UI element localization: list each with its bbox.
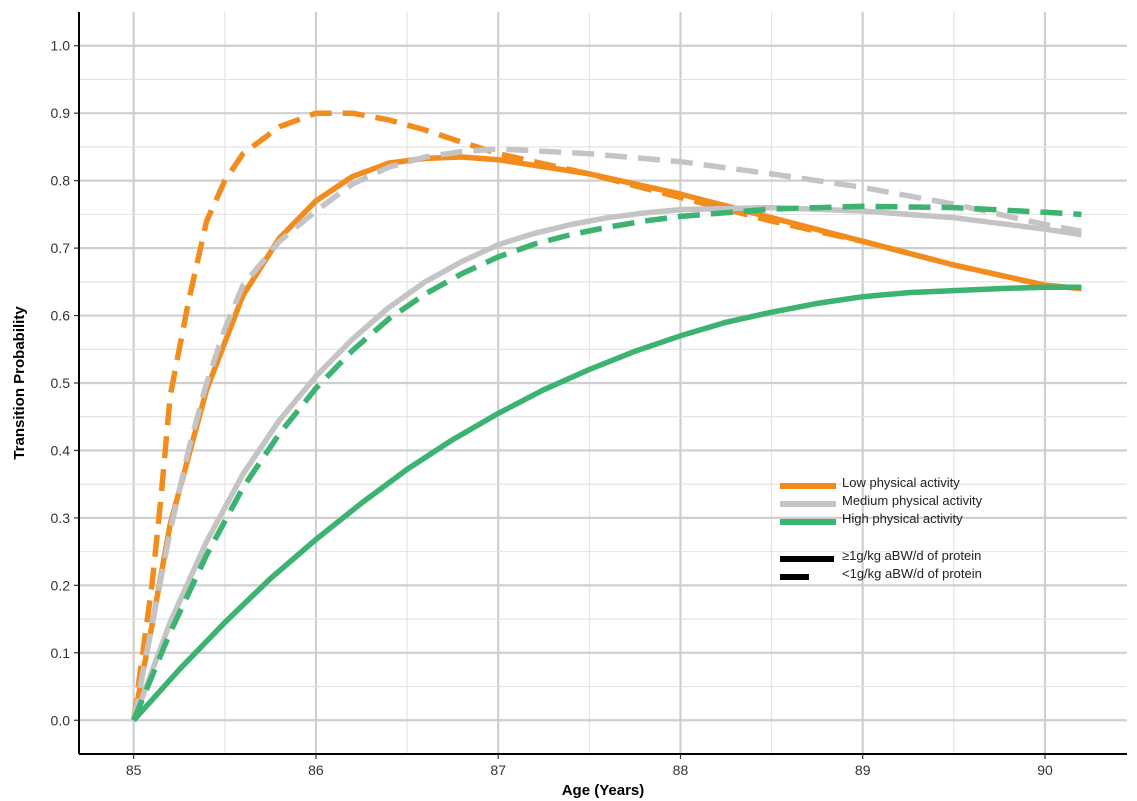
legend-activity-label: Low physical activity bbox=[842, 475, 960, 490]
y-tick-label: 0.2 bbox=[51, 577, 71, 593]
series-lines bbox=[130, 110, 1082, 723]
series-line-2-solid bbox=[131, 204, 1082, 722]
series-line-5-dashed bbox=[131, 203, 1082, 722]
x-tick-label: 86 bbox=[308, 762, 324, 778]
x-tick-label: 85 bbox=[126, 762, 142, 778]
gridlines bbox=[79, 12, 1127, 754]
y-tick-label: 1.0 bbox=[51, 38, 71, 54]
legend-activity-label: Medium physical activity bbox=[842, 493, 983, 508]
legend-protein-label: ≥1g/kg aBW/d of protein bbox=[842, 548, 981, 563]
legend: Low physical activity Medium physical act… bbox=[780, 475, 983, 581]
y-tick-label: 0.0 bbox=[51, 712, 71, 728]
legend-protein-label: <1g/kg aBW/d of protein bbox=[842, 566, 982, 581]
series-line-1-dashed bbox=[130, 110, 1082, 721]
x-axis-title: Age (Years) bbox=[562, 782, 645, 799]
series-line-4-solid bbox=[131, 284, 1082, 723]
series-line-3-dashed bbox=[130, 146, 1082, 721]
x-tick-label: 89 bbox=[855, 762, 871, 778]
y-tick-label: 0.7 bbox=[51, 240, 71, 256]
x-tick-label: 88 bbox=[673, 762, 689, 778]
legend-activity-label: High physical activity bbox=[842, 511, 963, 526]
y-tick-label: 0.3 bbox=[51, 510, 71, 526]
x-tick-label: 87 bbox=[490, 762, 506, 778]
x-tick-label: 90 bbox=[1037, 762, 1053, 778]
y-tick-label: 0.5 bbox=[51, 375, 71, 391]
y-axis-title: Transition Probability bbox=[11, 306, 28, 460]
y-tick-label: 0.6 bbox=[51, 308, 71, 324]
y-tick-label: 0.8 bbox=[51, 173, 71, 189]
y-tick-label: 0.4 bbox=[51, 442, 71, 458]
y-tick-label: 0.1 bbox=[51, 645, 71, 661]
axis-ticks: 85 86 87 88 89 90 0.0 0.1 0.2 0.3 0.4 0.5 0.6 0.7 0.8 0… bbox=[51, 38, 1053, 778]
y-tick-label: 0.9 bbox=[51, 105, 71, 121]
